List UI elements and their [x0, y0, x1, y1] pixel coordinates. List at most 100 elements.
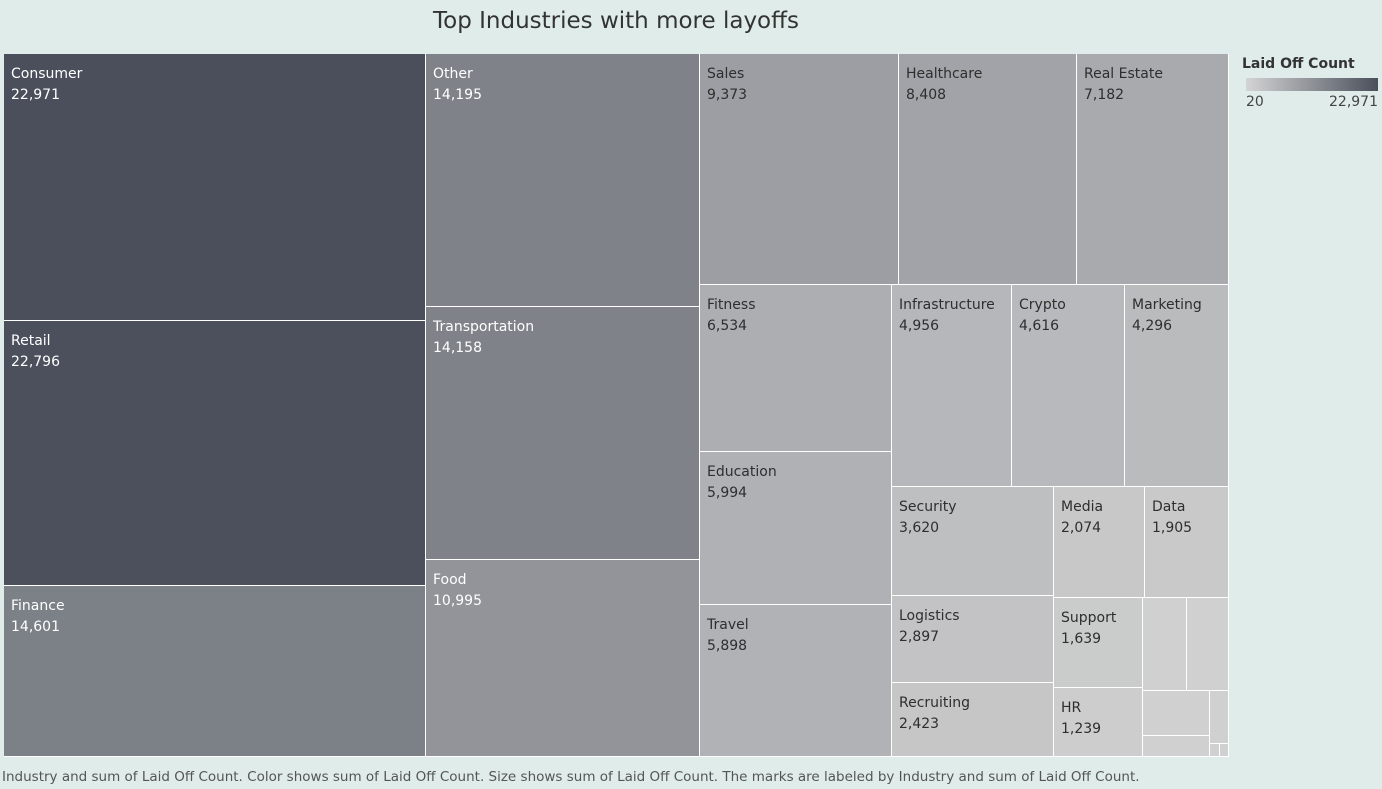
tile-label: HR 1,239: [1061, 698, 1101, 740]
legend-max-label: 22,971: [1329, 94, 1378, 110]
treemap-tile-healthcare[interactable]: Healthcare 8,408: [899, 54, 1077, 285]
tile-label: Other 14,195: [433, 64, 482, 106]
treemap-tile-sales[interactable]: Sales 9,373: [700, 54, 899, 285]
treemap-tile-media[interactable]: Media 2,074: [1054, 487, 1145, 598]
tile-laid-off-value: 2,074: [1061, 520, 1102, 536]
tile-label: Travel 5,898: [707, 615, 749, 657]
tile-laid-off-value: 5,994: [707, 485, 748, 501]
tile-industry-name: Data: [1152, 499, 1186, 515]
tile-label: Logistics 2,897: [899, 606, 960, 648]
tile-label: Fitness 6,534: [707, 295, 756, 337]
tile-industry-name: Transportation: [433, 319, 535, 335]
tile-label: Sales 9,373: [707, 64, 747, 106]
treemap-tile-unlabeled[interactable]: [1143, 736, 1210, 757]
tile-label: Crypto 4,616: [1019, 295, 1066, 337]
tile-laid-off-value: 10,995: [433, 593, 482, 609]
tile-laid-off-value: 14,601: [11, 619, 60, 635]
tile-label: Media 2,074: [1061, 497, 1103, 539]
tile-industry-name: Recruiting: [899, 695, 971, 711]
tile-label: Education 5,994: [707, 462, 777, 504]
treemap-tile-education[interactable]: Education 5,994: [700, 452, 892, 605]
tile-laid-off-value: 4,616: [1019, 318, 1060, 334]
treemap[interactable]: Consumer 22,971 Retail 22,796 Finance 14,601 O…: [4, 54, 1229, 757]
tile-label: Security 3,620: [899, 497, 957, 539]
treemap-tile-unlabeled[interactable]: [1187, 598, 1229, 691]
tile-laid-off-value: 14,195: [433, 87, 482, 103]
treemap-tile-unlabeled[interactable]: [1143, 598, 1187, 691]
tile-label: Data 1,905: [1152, 497, 1192, 539]
tile-industry-name: Real Estate: [1084, 66, 1163, 82]
tile-label: Food 10,995: [433, 570, 482, 612]
tile-industry-name: HR: [1061, 700, 1082, 716]
legend-min-label: 20: [1246, 94, 1264, 110]
tile-industry-name: Support: [1061, 610, 1117, 626]
treemap-tile-crypto[interactable]: Crypto 4,616: [1012, 285, 1125, 487]
tile-laid-off-value: 5,898: [707, 638, 748, 654]
treemap-tile-finance[interactable]: Finance 14,601: [4, 586, 426, 757]
treemap-tile-travel[interactable]: Travel 5,898: [700, 605, 892, 757]
tile-industry-name: Education: [707, 464, 777, 480]
treemap-tile-food[interactable]: Food 10,995: [426, 560, 700, 757]
tile-laid-off-value: 14,158: [433, 340, 482, 356]
tile-label: Healthcare 8,408: [906, 64, 982, 106]
tile-industry-name: Sales: [707, 66, 745, 82]
tile-industry-name: Healthcare: [906, 66, 983, 82]
tile-industry-name: Consumer: [11, 66, 83, 82]
tile-laid-off-value: 3,620: [899, 520, 940, 536]
tile-industry-name: Travel: [707, 617, 749, 633]
tile-industry-name: Media: [1061, 499, 1104, 515]
treemap-tile-fitness[interactable]: Fitness 6,534: [700, 285, 892, 452]
tile-label: Support 1,639: [1061, 608, 1116, 650]
tile-industry-name: Crypto: [1019, 297, 1066, 313]
treemap-tile-retail[interactable]: Retail 22,796: [4, 321, 426, 586]
legend-color-ramp: [1246, 78, 1378, 91]
tile-laid-off-value: 9,373: [707, 87, 748, 103]
tile-label: Marketing 4,296: [1132, 295, 1202, 337]
treemap-tile-marketing[interactable]: Marketing 4,296: [1125, 285, 1229, 487]
chart-title: Top Industries with more layoffs: [433, 8, 799, 34]
treemap-tile-transportation[interactable]: Transportation 14,158: [426, 307, 700, 560]
treemap-tile-hr[interactable]: HR 1,239: [1054, 688, 1143, 757]
chart-caption: Industry and sum of Laid Off Count. Colo…: [2, 769, 1140, 785]
tile-industry-name: Fitness: [707, 297, 756, 313]
tile-laid-off-value: 1,239: [1061, 721, 1102, 737]
tile-laid-off-value: 6,534: [707, 318, 748, 334]
treemap-tile-consumer[interactable]: Consumer 22,971: [4, 54, 426, 321]
tile-industry-name: Retail: [11, 333, 51, 349]
tile-laid-off-value: 8,408: [906, 87, 947, 103]
treemap-tile-other[interactable]: Other 14,195: [426, 54, 700, 307]
tile-laid-off-value: 1,639: [1061, 631, 1102, 647]
legend-title: Laid Off Count: [1242, 56, 1355, 72]
treemap-tile-unlabeled[interactable]: [1210, 691, 1229, 744]
tile-industry-name: Logistics: [899, 608, 960, 624]
treemap-tile-real-estate[interactable]: Real Estate 7,182: [1077, 54, 1229, 285]
tile-laid-off-value: 2,897: [899, 629, 940, 645]
tile-industry-name: Food: [433, 572, 467, 588]
tile-label: Transportation 14,158: [433, 317, 534, 359]
treemap-tile-unlabeled[interactable]: [1220, 744, 1229, 757]
treemap-tile-logistics[interactable]: Logistics 2,897: [892, 596, 1054, 683]
tile-label: Retail 22,796: [11, 331, 60, 373]
tile-industry-name: Marketing: [1132, 297, 1202, 313]
treemap-tile-data[interactable]: Data 1,905: [1145, 487, 1229, 598]
tile-laid-off-value: 2,423: [899, 716, 940, 732]
treemap-tile-security[interactable]: Security 3,620: [892, 487, 1054, 596]
treemap-tile-infrastructure[interactable]: Infrastructure 4,956: [892, 285, 1012, 487]
tile-industry-name: Security: [899, 499, 957, 515]
tile-laid-off-value: 7,182: [1084, 87, 1125, 103]
tile-industry-name: Other: [433, 66, 473, 82]
tile-label: Recruiting 2,423: [899, 693, 970, 735]
tile-label: Real Estate 7,182: [1084, 64, 1163, 106]
tile-industry-name: Finance: [11, 598, 65, 614]
tile-label: Infrastructure 4,956: [899, 295, 995, 337]
tile-label: Consumer 22,971: [11, 64, 82, 106]
tile-industry-name: Infrastructure: [899, 297, 995, 313]
tile-laid-off-value: 4,956: [899, 318, 940, 334]
tile-laid-off-value: 22,971: [11, 87, 60, 103]
treemap-tile-unlabeled[interactable]: [1210, 744, 1220, 757]
tile-laid-off-value: 4,296: [1132, 318, 1173, 334]
treemap-tile-recruiting[interactable]: Recruiting 2,423: [892, 683, 1054, 757]
color-legend[interactable]: Laid Off Count 20 22,971: [1242, 56, 1378, 112]
treemap-tile-unlabeled[interactable]: [1143, 691, 1210, 736]
treemap-tile-support[interactable]: Support 1,639: [1054, 598, 1143, 688]
